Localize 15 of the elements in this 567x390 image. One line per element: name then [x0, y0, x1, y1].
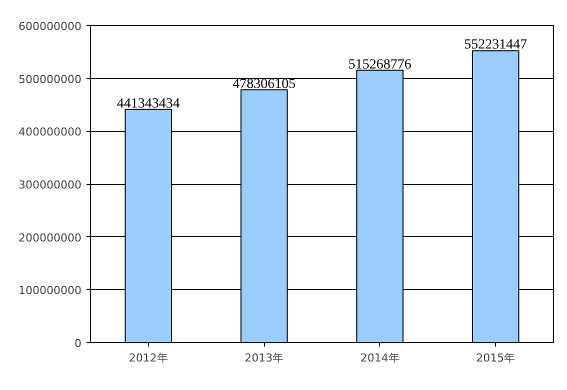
x-tick-label: 2014年 [360, 352, 400, 364]
x-tick-label: 2015年 [476, 352, 516, 364]
y-tick-label: 400000000 [18, 126, 82, 139]
y-tick-label: 500000000 [18, 72, 82, 86]
y-tick-label: 100000000 [18, 284, 82, 298]
data-label: 441343434 [116, 96, 180, 112]
y-tick-label: 300000000 [18, 178, 82, 192]
y-tick-label: 0 [74, 337, 82, 350]
data-label: 515268776 [348, 57, 412, 72]
y-tick-label: 600000000 [18, 20, 82, 33]
x-tick-label: 2012年 [128, 352, 168, 364]
data-label: 478306105 [232, 76, 296, 92]
y-tick-label: 200000000 [18, 231, 82, 244]
x-tick-label: 2013年 [244, 352, 284, 364]
data-label: 552231447 [464, 38, 528, 53]
